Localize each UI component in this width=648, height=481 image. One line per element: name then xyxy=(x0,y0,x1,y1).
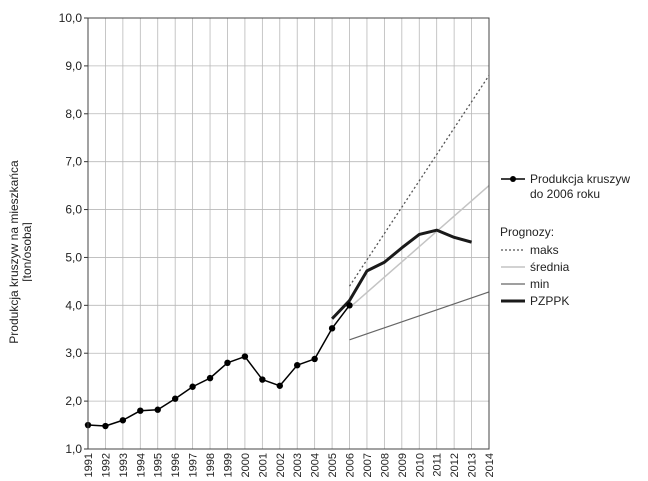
legend-prognoses-title: Prognozy: xyxy=(500,224,648,241)
legend-label-min: min xyxy=(530,277,549,291)
chart-series-layer xyxy=(85,75,489,429)
x-tick-label-2014: 2014 xyxy=(484,453,496,477)
legend-swatch-maks xyxy=(500,245,526,255)
data-point-1994 xyxy=(137,407,143,413)
data-point-1993 xyxy=(120,417,126,423)
x-tick-label-2012: 2012 xyxy=(449,453,461,477)
data-point-2002 xyxy=(277,383,283,389)
data-point-2001 xyxy=(259,376,265,382)
x-tick-label-2003: 2003 xyxy=(292,453,304,477)
y-tick-label-0: 1,0 xyxy=(65,442,82,456)
legend-swatch-production xyxy=(500,174,526,184)
y-tick-label-5: 6,0 xyxy=(65,203,82,217)
x-tick-label-2000: 2000 xyxy=(240,453,252,477)
x-tick-label-2005: 2005 xyxy=(327,453,339,477)
y-tick-label-1: 2,0 xyxy=(65,394,82,408)
y-tick-label-3: 4,0 xyxy=(65,298,82,312)
legend-item-min: min xyxy=(500,275,648,292)
legend-label-production-line-2: do 2006 roku xyxy=(530,187,630,202)
data-point-1997 xyxy=(189,384,195,390)
legend-item-pzppk: PZPPK xyxy=(500,292,648,309)
legend-item-srednia: średnia xyxy=(500,258,648,275)
chart-axes: 1991 1992 1993 1994 1995 1996 1997 1998 1999 2000… xyxy=(59,11,496,477)
data-point-2003 xyxy=(294,362,300,368)
legend-swatch-srednia xyxy=(500,262,526,272)
legend-item-production: Produkcja kruszyw do 2006 roku xyxy=(500,172,648,202)
y-axis-label: Produkcja kruszyw na mieszkańca [ton/oso… xyxy=(8,0,32,481)
legend-swatch-min xyxy=(500,279,526,289)
y-tick-label-6: 7,0 xyxy=(65,155,82,169)
legend-item-maks: maks xyxy=(500,241,648,258)
data-point-1996 xyxy=(172,396,178,402)
x-tick-label-2013: 2013 xyxy=(467,453,479,477)
x-tick-label-1999: 1999 xyxy=(222,453,234,477)
data-point-1998 xyxy=(207,375,213,381)
legend-label-production-line-1: Produkcja kruszyw xyxy=(530,172,630,187)
y-tick-label-4: 5,0 xyxy=(65,250,82,264)
x-tick-label-2002: 2002 xyxy=(275,453,287,477)
legend-label-maks: maks xyxy=(530,243,559,257)
data-point-2006 xyxy=(346,302,352,308)
x-tick-label-1992: 1992 xyxy=(100,453,112,477)
x-tick-label-1995: 1995 xyxy=(153,453,165,477)
x-tick-label-1996: 1996 xyxy=(170,453,182,477)
x-tick-label-1997: 1997 xyxy=(188,453,200,477)
x-tick-label-2001: 2001 xyxy=(257,453,269,477)
data-point-1992 xyxy=(102,423,108,429)
y-tick-label-2: 3,0 xyxy=(65,346,82,360)
data-point-2000 xyxy=(242,353,248,359)
y-axis-label-line-2: [ton/osoba] xyxy=(20,222,32,281)
x-tick-label-2011: 2011 xyxy=(432,453,444,477)
x-tick-label-1991: 1991 xyxy=(83,453,95,477)
x-tick-label-2010: 2010 xyxy=(414,453,426,477)
y-tick-label-9: 10,0 xyxy=(59,11,83,25)
chart-legend: Produkcja kruszyw do 2006 roku Prognozy:… xyxy=(500,172,648,309)
x-tick-label-1998: 1998 xyxy=(205,453,217,477)
y-tick-label-8: 9,0 xyxy=(65,59,82,73)
y-tick-label-7: 8,0 xyxy=(65,107,82,121)
x-tick-label-2004: 2004 xyxy=(310,453,322,477)
series-line-production xyxy=(88,305,350,426)
data-point-2004 xyxy=(311,356,317,362)
legend-label-srednia: średnia xyxy=(530,260,569,274)
data-point-1995 xyxy=(155,407,161,413)
x-tick-label-2009: 2009 xyxy=(397,453,409,477)
x-tick-label-1993: 1993 xyxy=(118,453,130,477)
x-tick-label-1994: 1994 xyxy=(135,453,147,477)
data-point-2005 xyxy=(329,325,335,331)
data-point-1999 xyxy=(224,360,230,366)
legend-swatch-pzppk xyxy=(500,296,526,306)
legend-label-pzppk: PZPPK xyxy=(530,294,569,308)
x-tick-label-2008: 2008 xyxy=(379,453,391,477)
x-tick-label-2006: 2006 xyxy=(345,453,357,477)
x-tick-label-2007: 2007 xyxy=(362,453,374,477)
